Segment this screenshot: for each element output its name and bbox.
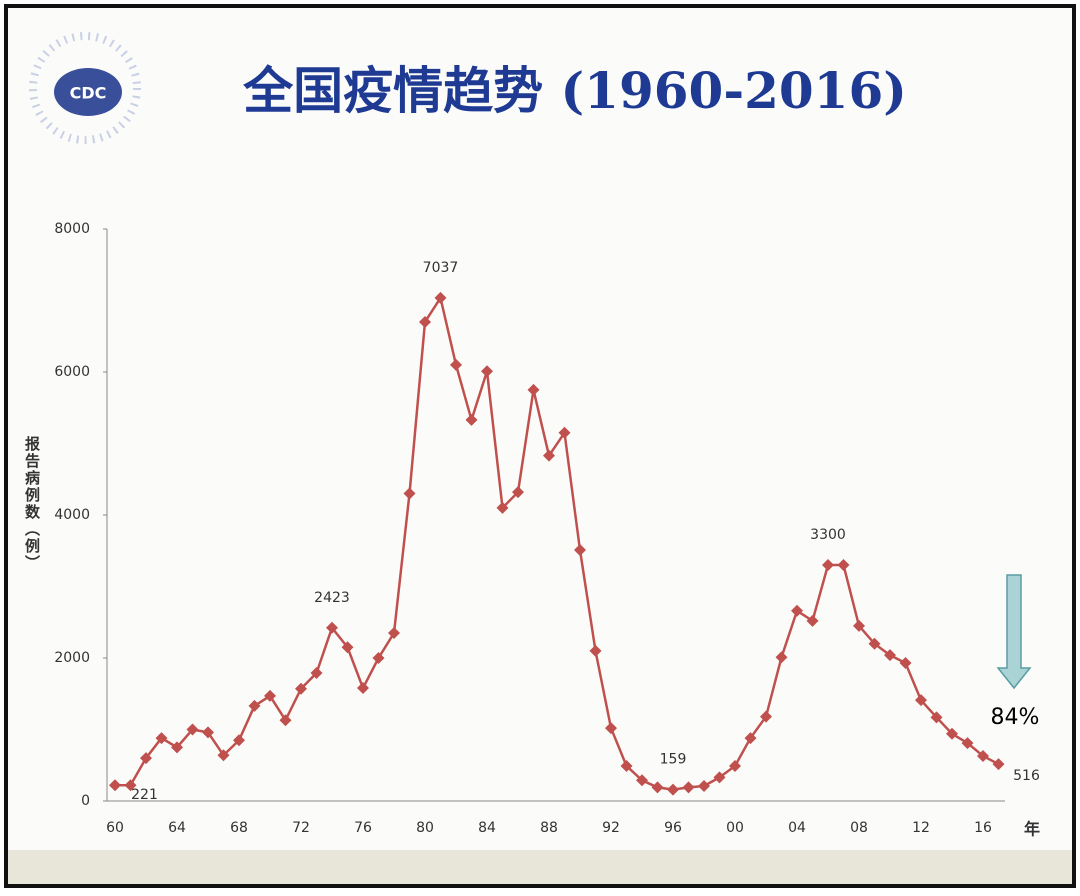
- point: [481, 365, 493, 378]
- data-label: 159: [660, 752, 687, 768]
- point: [248, 699, 261, 712]
- point: [527, 383, 540, 396]
- logo-map: [54, 68, 122, 116]
- point: [217, 749, 230, 762]
- point: [837, 559, 850, 572]
- point: [186, 723, 199, 736]
- point: [899, 657, 912, 670]
- point: [791, 604, 803, 617]
- data-label: 3300: [810, 527, 846, 543]
- point: [822, 559, 834, 572]
- point: [744, 732, 757, 745]
- point: [450, 358, 462, 371]
- point: [155, 732, 168, 745]
- annotation: 84%: [991, 705, 1040, 730]
- x-tick-label: 72: [292, 820, 310, 836]
- point: [729, 759, 741, 772]
- logo-text: CDC: [70, 84, 107, 103]
- data-label: 221: [131, 787, 158, 803]
- point: [806, 614, 819, 627]
- x-tick-label: 08: [850, 820, 868, 836]
- x-tick-label: 16: [974, 820, 992, 836]
- point: [651, 781, 664, 794]
- data-label: 7037: [423, 260, 459, 276]
- x-tick-label: 60: [106, 820, 124, 836]
- logo: CDC: [29, 32, 141, 144]
- point: [124, 779, 137, 792]
- point: [341, 641, 354, 654]
- series-line: [115, 294, 1000, 791]
- x-tick-label: 92: [602, 820, 620, 836]
- point: [589, 644, 602, 657]
- point: [946, 727, 958, 740]
- y-axis-label: 报告病例数（例）: [23, 436, 41, 572]
- point: [140, 752, 152, 765]
- point: [233, 734, 245, 747]
- point: [465, 413, 478, 426]
- point: [295, 682, 307, 695]
- point: [109, 779, 121, 792]
- point: [992, 758, 1005, 771]
- y-tick-label: 2000: [54, 650, 90, 666]
- x-tick-label: 12: [912, 820, 930, 836]
- point: [961, 737, 974, 750]
- point: [884, 649, 896, 662]
- point: [543, 449, 555, 462]
- x-tick-label: 76: [354, 820, 372, 836]
- point: [171, 741, 183, 754]
- point: [558, 426, 571, 439]
- point: [868, 637, 881, 650]
- point: [713, 771, 726, 784]
- point: [357, 682, 369, 695]
- point: [403, 487, 416, 500]
- point: [977, 749, 989, 762]
- logo-ring: [29, 32, 141, 144]
- x-tick-label: 80: [416, 820, 434, 836]
- x-tick-label: 68: [230, 820, 248, 836]
- x-tick-label: 84: [478, 820, 496, 836]
- point: [667, 783, 679, 796]
- point: [930, 711, 943, 724]
- point: [434, 291, 447, 304]
- point: [760, 710, 772, 723]
- point: [512, 486, 524, 499]
- x-tick-label: 96: [664, 820, 682, 836]
- point: [682, 781, 695, 794]
- point: [496, 501, 509, 514]
- point: [775, 651, 788, 664]
- point: [620, 759, 633, 772]
- data-label: 2423: [314, 590, 350, 606]
- x-tick-label: 88: [540, 820, 558, 836]
- point: [698, 779, 710, 792]
- y-tick-label: 6000: [54, 364, 90, 380]
- point: [264, 689, 276, 702]
- data-label: 516: [1013, 768, 1040, 784]
- point: [279, 714, 292, 727]
- point: [310, 667, 323, 680]
- decline-arrow: [996, 574, 1032, 690]
- point: [574, 544, 586, 557]
- slide-frame: [4, 4, 1076, 888]
- point: [419, 315, 431, 328]
- point: [372, 652, 385, 664]
- x-tick-label: 64: [168, 820, 186, 836]
- y-tick-label: 8000: [54, 221, 90, 237]
- footer-band: [8, 850, 1072, 884]
- point: [202, 726, 214, 739]
- x-tick-label: 00: [726, 820, 744, 836]
- y-tick-label: 4000: [54, 507, 90, 523]
- point: [605, 722, 617, 735]
- point: [326, 621, 338, 634]
- point: [636, 774, 648, 787]
- x-axis-label: 年: [1024, 820, 1040, 839]
- y-tick-label: 0: [81, 793, 90, 809]
- point: [388, 626, 400, 639]
- point: [853, 619, 865, 632]
- x-tick-label: 04: [788, 820, 806, 836]
- chart-title: 全国疫情趋势 (1960-2016): [242, 61, 907, 120]
- point: [915, 694, 927, 707]
